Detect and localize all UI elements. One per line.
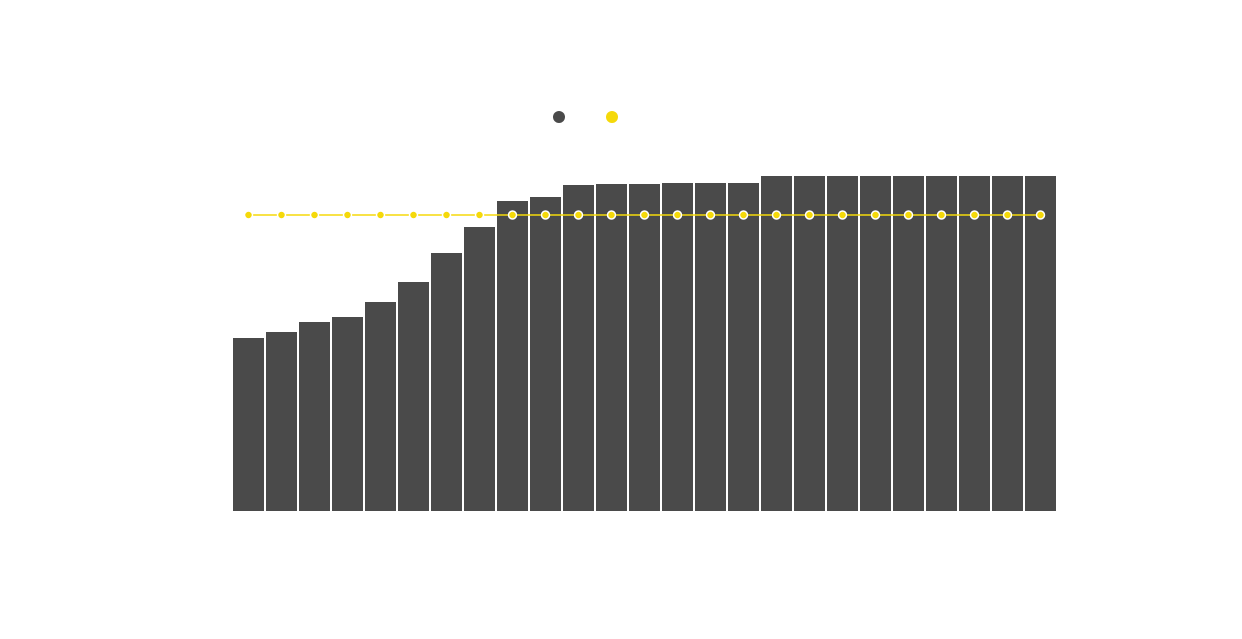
bar <box>794 176 825 511</box>
bar <box>233 338 264 511</box>
line-point <box>408 210 419 220</box>
line-point <box>540 210 551 220</box>
bar <box>728 183 759 511</box>
line-point <box>573 210 584 220</box>
line-point <box>276 210 287 220</box>
legend-marker <box>553 111 565 123</box>
line-point <box>804 210 815 220</box>
bar <box>992 176 1023 511</box>
line-point <box>606 210 617 220</box>
line-point <box>507 210 518 220</box>
bar <box>596 184 627 511</box>
line-point <box>969 210 980 220</box>
line-point <box>672 210 683 220</box>
bar <box>299 322 330 511</box>
line-point <box>441 210 452 220</box>
bar <box>926 176 957 511</box>
bar <box>563 185 594 511</box>
bar <box>332 317 363 511</box>
line-point <box>474 210 485 220</box>
bar <box>1025 176 1056 511</box>
line-point <box>870 210 881 220</box>
bar <box>365 302 396 511</box>
bar <box>464 227 495 511</box>
bar <box>860 176 891 511</box>
line-point <box>837 210 848 220</box>
bar <box>431 253 462 511</box>
bar <box>695 183 726 511</box>
line-point <box>771 210 782 220</box>
line-point <box>903 210 914 220</box>
bar <box>266 332 297 511</box>
line-point <box>639 210 650 220</box>
legend-marker <box>606 111 618 123</box>
bar <box>629 184 660 511</box>
bar <box>893 176 924 511</box>
line-point <box>342 210 353 220</box>
line-point <box>738 210 749 220</box>
line-point <box>1035 210 1046 220</box>
line-point <box>309 210 320 220</box>
bar <box>827 176 858 511</box>
line-point <box>243 210 254 220</box>
line-point <box>375 210 386 220</box>
bar <box>959 176 990 511</box>
bar <box>662 183 693 511</box>
bar <box>497 201 528 511</box>
bar <box>530 197 561 511</box>
line-point <box>1002 210 1013 220</box>
line-point <box>936 210 947 220</box>
line-point <box>705 210 716 220</box>
bar <box>761 176 792 511</box>
bar <box>398 282 429 511</box>
